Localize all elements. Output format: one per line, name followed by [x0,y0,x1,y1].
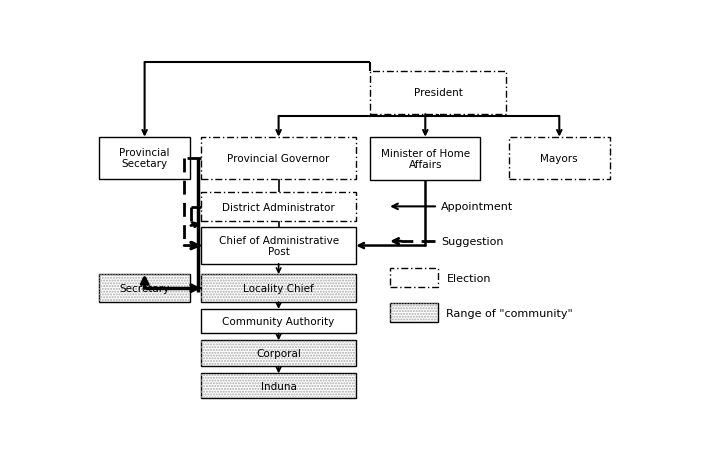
Text: Appointment: Appointment [441,202,513,212]
Text: Locality Chief: Locality Chief [243,284,314,294]
Bar [509,138,610,179]
Bar [201,275,356,303]
Bar [201,341,356,367]
Bar [100,138,190,179]
Text: Provincial
Secetary: Provincial Secetary [119,147,170,169]
Bar [201,309,356,334]
Bar [201,373,356,398]
Text: President: President [414,88,462,98]
Text: Election: Election [446,273,491,283]
Text: District Administrator: District Administrator [222,202,335,212]
Bar [390,303,438,322]
Bar [201,373,356,398]
Bar [390,303,438,322]
Bar [201,275,356,303]
Bar [201,193,356,221]
Text: Community Authority: Community Authority [223,317,335,327]
Bar [201,341,356,367]
Text: Range of "community": Range of "community" [446,308,573,318]
Text: Corporal: Corporal [256,349,301,359]
Bar [100,275,190,303]
Text: Suggestion: Suggestion [441,237,503,247]
Text: Chief of Administrative
Post: Chief of Administrative Post [218,235,339,257]
Bar [201,138,356,179]
Text: Mayors: Mayors [540,153,578,163]
Bar [201,228,356,264]
Bar [371,138,480,181]
Bar [100,275,190,303]
Text: Minister of Home
Affairs: Minister of Home Affairs [381,148,470,170]
Text: Induna: Induna [261,381,296,391]
Bar [371,71,506,115]
Text: Provincial Governor: Provincial Governor [227,153,330,163]
Text: Secretary: Secretary [119,284,170,294]
Bar [390,268,438,288]
